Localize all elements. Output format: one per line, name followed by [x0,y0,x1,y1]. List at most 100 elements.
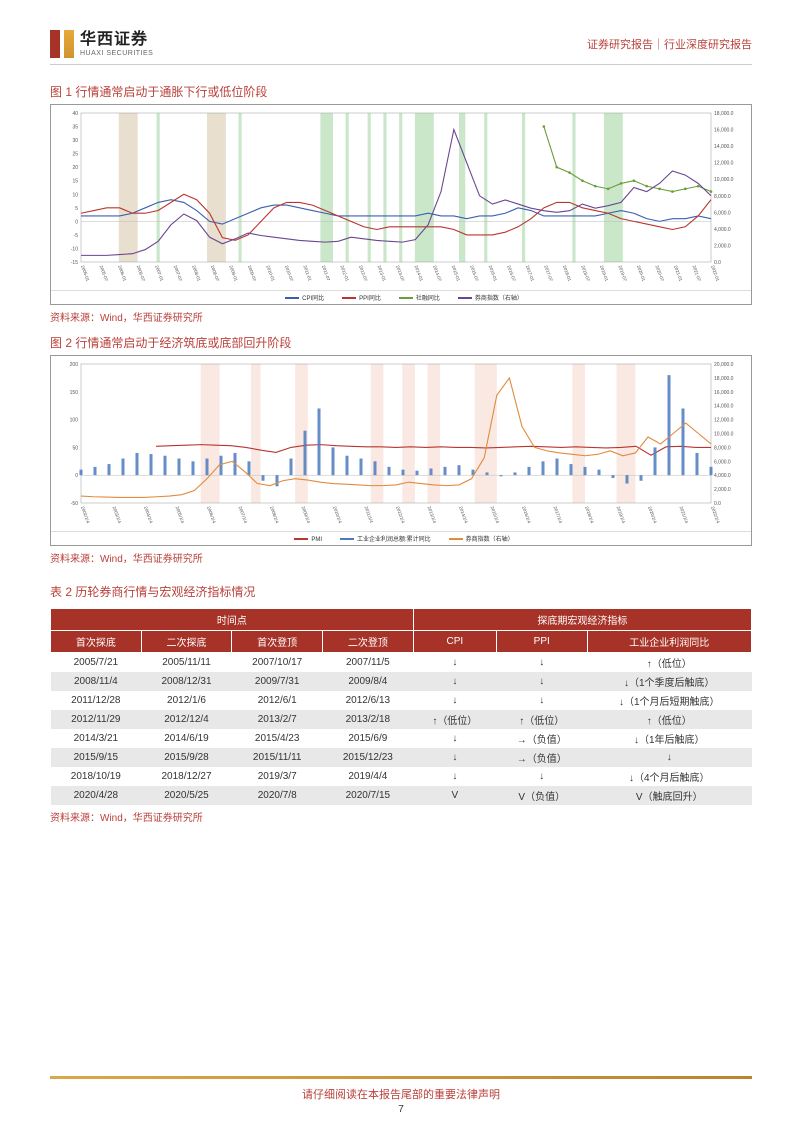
svg-text:2018-07: 2018-07 [580,265,591,283]
svg-text:35: 35 [72,125,78,131]
svg-text:2019-01: 2019-01 [599,265,610,283]
svg-text:2016-07: 2016-07 [506,265,517,283]
svg-text:2021-01: 2021-01 [673,265,684,283]
svg-text:2011-07: 2011-07 [321,265,331,282]
svg-text:2005/1/4: 2005/1/4 [175,506,186,525]
svg-text:2010-01: 2010-01 [265,265,276,283]
svg-text:2017-01: 2017-01 [525,265,536,283]
page-number: 7 [0,1104,802,1115]
th-col-1: 二次探底 [141,631,232,653]
svg-text:2005-07: 2005-07 [99,265,110,283]
logo: 华西证券 HUAXI SECURITIES [50,30,153,58]
svg-text:18,000.0: 18,000.0 [714,111,734,117]
table2-title: 表 2 历轮券商行情与宏观经济指标情况 [50,583,752,600]
svg-text:0: 0 [75,219,78,225]
table2: 时间点 探底期宏观经济指标 首次探底二次探底首次登顶二次登顶CPIPPI工业企业… [50,608,752,805]
svg-text:2018-01: 2018-01 [562,265,573,283]
svg-text:15: 15 [72,179,78,185]
th-col-0: 首次探底 [51,631,142,653]
th-col-6: 工业企业利润同比 [587,631,751,653]
svg-text:2008/1/4: 2008/1/4 [269,506,280,525]
table-row: 2018/10/192018/12/272019/3/72019/4/4↓↓↓（… [51,767,752,786]
svg-text:2008-01: 2008-01 [191,265,202,283]
th-group-macro: 探底期宏观经济指标 [413,609,751,631]
svg-text:2008-07: 2008-07 [210,265,221,283]
svg-text:2003/1/4: 2003/1/4 [112,506,123,525]
svg-text:-50: -50 [71,501,78,507]
fig1-chart: -15-10-505101520253035400.02,000.04,000.… [50,104,752,305]
svg-text:2015/1/4: 2015/1/4 [490,506,501,525]
svg-text:14,000.0: 14,000.0 [714,404,734,410]
svg-text:200: 200 [70,362,79,368]
svg-text:2009-07: 2009-07 [247,265,258,283]
svg-text:6,000.0: 6,000.0 [714,210,731,216]
svg-text:2012-07: 2012-07 [358,265,369,283]
table-row: 2020/4/282020/5/252020/7/82020/7/15VV（负值… [51,786,752,805]
svg-text:2021/1/4: 2021/1/4 [679,506,690,525]
svg-text:2009/1/4: 2009/1/4 [301,506,312,525]
footer: 请仔细阅读在本报告尾部的重要法律声明 7 [0,1086,802,1115]
table-row: 2014/3/212014/6/192015/4/232015/6/9↓→（负值… [51,729,752,748]
logo-mark-icon [50,30,74,58]
logo-cn: 华西证券 [80,32,153,48]
table-row: 2011/12/282012/1/62012/6/12012/6/13↓↓↓（1… [51,691,752,710]
svg-text:2010-07: 2010-07 [284,265,295,283]
svg-text:2007-07: 2007-07 [173,265,184,283]
fig2-source: 资料来源：Wind，华西证券研究所 [50,550,752,565]
svg-text:2017-07: 2017-07 [543,265,554,283]
footer-gold-line [50,1076,752,1079]
svg-text:2006-01: 2006-01 [117,265,128,283]
svg-text:-5: -5 [74,233,79,239]
svg-text:2016/1/4: 2016/1/4 [521,506,532,525]
svg-text:10,000.0: 10,000.0 [714,432,734,438]
svg-text:2022-01: 2022-01 [710,265,721,283]
fig1-title: 图 1 行情通常启动于通胀下行或低位阶段 [50,83,752,100]
svg-text:16,000.0: 16,000.0 [714,390,734,396]
fig2-chart: -500501001502000.02,000.04,000.06,000.08… [50,355,752,546]
svg-text:2,000.0: 2,000.0 [714,243,731,249]
table-row: 2005/7/212005/11/112007/10/172007/11/5↓↓… [51,653,752,673]
th-col-4: CPI [413,631,496,653]
svg-text:12,000.0: 12,000.0 [714,418,734,424]
svg-text:2009-01: 2009-01 [228,265,239,283]
svg-text:2019/1/4: 2019/1/4 [616,506,627,525]
svg-text:4,000.0: 4,000.0 [714,227,731,233]
svg-text:2006/1/4: 2006/1/4 [206,506,217,525]
svg-text:20,000.0: 20,000.0 [714,362,734,368]
svg-text:30: 30 [72,138,78,144]
svg-text:50: 50 [72,445,78,451]
svg-text:12,000.0: 12,000.0 [714,161,734,167]
th-col-5: PPI [496,631,587,653]
svg-text:2004/1/4: 2004/1/4 [143,506,154,525]
svg-text:2006-07: 2006-07 [136,265,147,283]
svg-text:2011/1/4: 2011/1/4 [364,506,375,524]
svg-text:2005-01: 2005-01 [80,265,91,283]
svg-text:-10: -10 [71,246,78,252]
svg-text:10,000.0: 10,000.0 [714,177,734,183]
svg-text:2007/1/4: 2007/1/4 [238,506,249,525]
fig2-title: 图 2 行情通常启动于经济筑底或底部回升阶段 [50,334,752,351]
svg-text:2019-07: 2019-07 [617,265,628,283]
table-row: 2012/11/292012/12/42013/2/72013/2/18↑（低位… [51,710,752,729]
table-row: 2008/11/42008/12/312009/7/312009/8/4↓↓↓（… [51,672,752,691]
svg-text:2020/1/4: 2020/1/4 [647,506,658,525]
svg-text:2014-07: 2014-07 [432,265,443,283]
svg-text:2014-01: 2014-01 [414,265,425,283]
svg-text:2002/1/4: 2002/1/4 [80,506,91,525]
table-row: 2015/9/152015/9/282015/11/112015/12/23↓→… [51,748,752,767]
svg-text:2020-07: 2020-07 [654,265,665,283]
svg-text:2013-01: 2013-01 [377,265,388,283]
svg-text:150: 150 [70,390,79,396]
page-header: 华西证券 HUAXI SECURITIES 证券研究报告｜行业深度研究报告 [50,30,752,65]
svg-text:2011-01: 2011-01 [302,265,312,282]
svg-text:-15: -15 [71,260,78,266]
svg-text:6,000.0: 6,000.0 [714,459,731,465]
svg-text:8,000.0: 8,000.0 [714,445,731,451]
fig1-source: 资料来源：Wind，华西证券研究所 [50,309,752,324]
svg-text:2016-01: 2016-01 [488,265,499,283]
svg-text:16,000.0: 16,000.0 [714,128,734,134]
svg-text:4,000.0: 4,000.0 [714,473,731,479]
svg-text:2014/1/4: 2014/1/4 [458,506,469,525]
svg-text:2,000.0: 2,000.0 [714,487,731,493]
fig2-legend: PMI工业企业利润总额:累计同比券商指数（右轴） [51,531,751,545]
